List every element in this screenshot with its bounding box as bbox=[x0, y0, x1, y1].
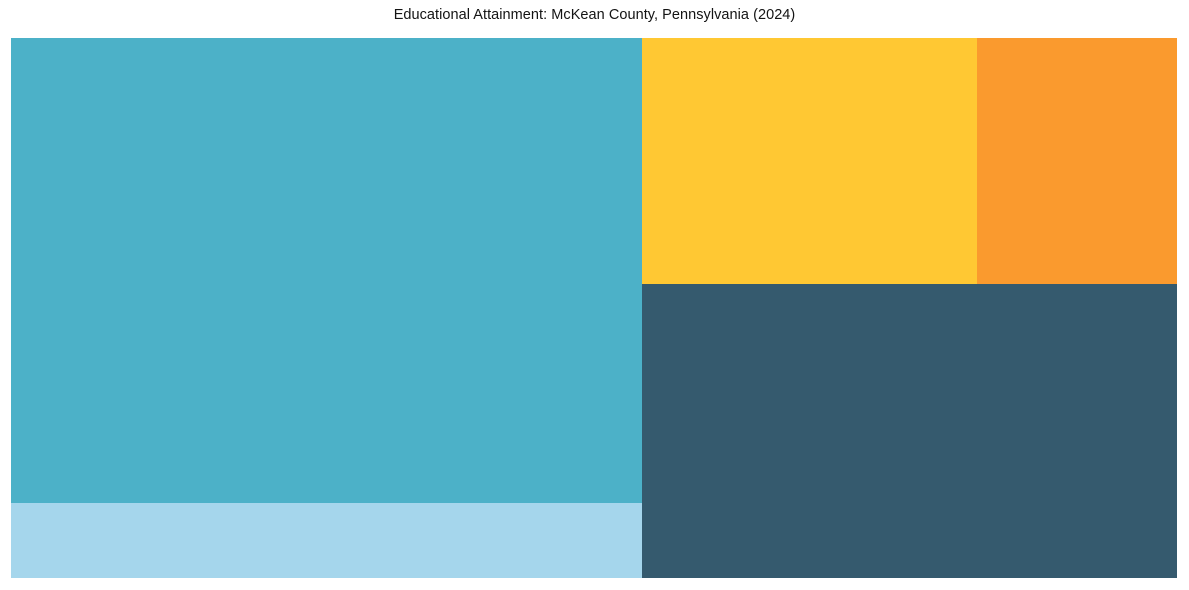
treemap-tile-high-school-graduate[interactable]: High school graduate or equivalent 50.6 bbox=[11, 38, 642, 503]
treemap-tile-some-college-no-degree[interactable]: Some college, no degree 15.9 bbox=[642, 38, 977, 284]
treemap-tile-graduate-professional-degree[interactable]: Graduate or professional degree 7.8 bbox=[11, 503, 642, 578]
treemap-plot-area: High school graduate or equivalent 50.6 … bbox=[11, 38, 1177, 578]
treemap-tile-bachelors-degree[interactable]: Bachelor's degree 9.5 bbox=[977, 38, 1177, 284]
treemap-tile-associate-degree[interactable]: Associate degree 26.9 bbox=[642, 284, 1177, 578]
page-title: Educational Attainment: McKean County, P… bbox=[393, 7, 796, 23]
